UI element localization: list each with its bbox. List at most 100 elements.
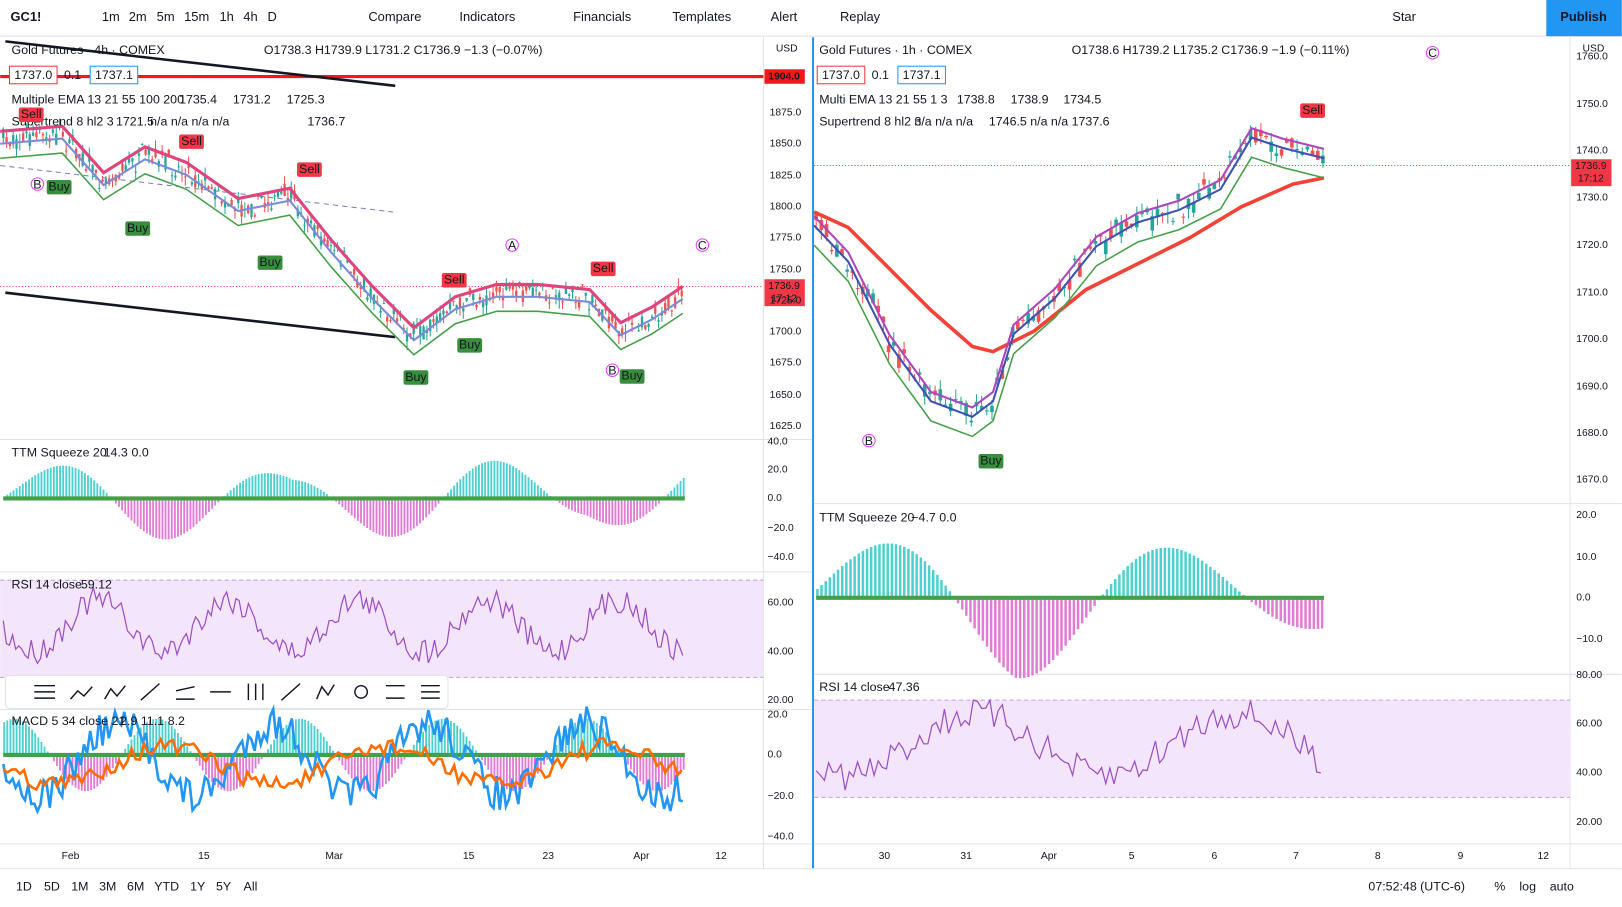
histogram-bar — [1308, 597, 1311, 630]
histogram-bar — [267, 473, 269, 499]
histogram-bar — [981, 597, 985, 641]
bid: 1737.0 — [822, 68, 860, 82]
histogram-bar — [288, 722, 291, 755]
publish-label[interactable]: Publish — [1560, 9, 1607, 24]
candle-body — [462, 308, 465, 312]
histogram-bar — [1085, 597, 1088, 618]
scale-option[interactable]: % — [1494, 880, 1505, 894]
toolbar-button[interactable]: Financials — [573, 9, 631, 24]
histogram-bar — [208, 754, 210, 779]
histogram-bar — [574, 722, 577, 755]
indicator-value: −4.7 — [911, 510, 936, 524]
histogram-bar — [375, 498, 378, 534]
histogram-bar — [505, 754, 508, 790]
drawing-tools[interactable] — [34, 683, 440, 701]
range-button[interactable]: YTD — [154, 880, 179, 894]
interval[interactable]: 4h — [243, 9, 257, 24]
range-button[interactable]: 6M — [127, 880, 144, 894]
candle-body — [260, 195, 263, 198]
supertrend-value: n/a n/a n/a — [914, 114, 973, 128]
histogram-bar — [592, 498, 595, 519]
candle-body — [28, 134, 31, 146]
toolbar-button[interactable]: Alert — [771, 9, 798, 24]
histogram-bar — [360, 498, 362, 524]
histogram-bar — [948, 591, 952, 598]
candle-body — [1207, 187, 1211, 199]
candle-body — [1274, 153, 1279, 156]
candle-body — [177, 166, 180, 168]
marker-circle — [605, 363, 620, 377]
histogram-bar — [431, 498, 434, 511]
price-axis-label: 1775.0 — [770, 233, 802, 244]
histogram-bar — [936, 574, 939, 598]
range-button[interactable]: 1D — [16, 880, 32, 894]
histogram-bar — [1039, 597, 1043, 671]
range-button[interactable]: 1M — [71, 880, 88, 894]
candle-body — [419, 326, 422, 337]
histogram-bar — [422, 498, 424, 521]
histogram-bar — [31, 477, 34, 499]
toolbar-button[interactable]: Replay — [840, 9, 881, 24]
histogram-bar — [301, 718, 303, 755]
histogram-bar — [152, 719, 155, 755]
toolbar-button[interactable]: Templates — [672, 9, 731, 24]
candle-body — [141, 144, 144, 146]
histogram-bar — [214, 498, 217, 506]
price-axis-label: 1760.0 — [1576, 52, 1608, 63]
marker-circle — [695, 238, 710, 252]
interval[interactable]: 15m — [184, 9, 209, 24]
histogram-bar — [915, 554, 918, 598]
histogram-bar — [381, 754, 384, 787]
candle-body — [1305, 146, 1310, 150]
interval[interactable]: D — [268, 9, 277, 24]
histogram-bar — [484, 462, 487, 499]
histogram-bar — [391, 498, 393, 537]
layout-name[interactable]: Star — [1392, 9, 1416, 24]
range-button[interactable]: 3M — [99, 880, 116, 894]
candle-body — [845, 269, 850, 272]
candle-body — [276, 191, 280, 198]
symbol[interactable]: GC1! — [11, 9, 42, 24]
publish-button[interactable] — [1546, 0, 1622, 37]
candle-body — [1269, 141, 1274, 152]
histogram-bar — [474, 466, 477, 499]
interval[interactable]: 2m — [129, 9, 147, 24]
time-axis-label: 7 — [1293, 851, 1299, 862]
scale-option[interactable]: auto — [1550, 880, 1574, 894]
candle-body — [237, 198, 240, 204]
histogram-bar — [108, 754, 111, 773]
toolbar-button[interactable]: Compare — [368, 9, 421, 24]
histogram-bar — [602, 728, 604, 755]
interval[interactable]: 5m — [157, 9, 175, 24]
range-button[interactable]: 5D — [44, 880, 60, 894]
indicator-name: RSI 14 close — [819, 680, 889, 694]
candle-body — [1284, 139, 1289, 143]
interval[interactable]: 1m — [102, 9, 120, 24]
histogram-bar — [1176, 548, 1179, 598]
interval[interactable]: 1h — [219, 9, 233, 24]
candle-body — [501, 295, 505, 301]
histogram-bar — [586, 718, 589, 755]
candle-body — [1103, 240, 1108, 255]
histogram-bar — [667, 754, 670, 788]
range-button[interactable]: All — [244, 880, 258, 894]
histogram-bar — [428, 498, 431, 515]
bid-box — [8, 65, 58, 85]
toolbar-button[interactable]: Indicators — [459, 9, 515, 24]
candle-body — [640, 316, 644, 328]
histogram-bar — [242, 480, 245, 499]
histogram-bar — [636, 754, 639, 778]
time-axis-label: 12 — [715, 851, 727, 862]
candle-body — [429, 319, 432, 332]
candle-body — [1021, 319, 1025, 321]
range-button[interactable]: 1Y — [190, 880, 205, 894]
histogram-bar — [840, 566, 844, 598]
scale-option[interactable]: log — [1519, 880, 1536, 894]
range-button[interactable]: 5Y — [216, 880, 231, 894]
histogram-bar — [341, 498, 344, 508]
histogram-bar — [34, 733, 37, 755]
histogram-bar — [369, 754, 372, 792]
price-axis-label: 1690.0 — [1576, 382, 1608, 393]
histogram-bar — [381, 498, 384, 536]
histogram-bar — [1023, 597, 1026, 678]
